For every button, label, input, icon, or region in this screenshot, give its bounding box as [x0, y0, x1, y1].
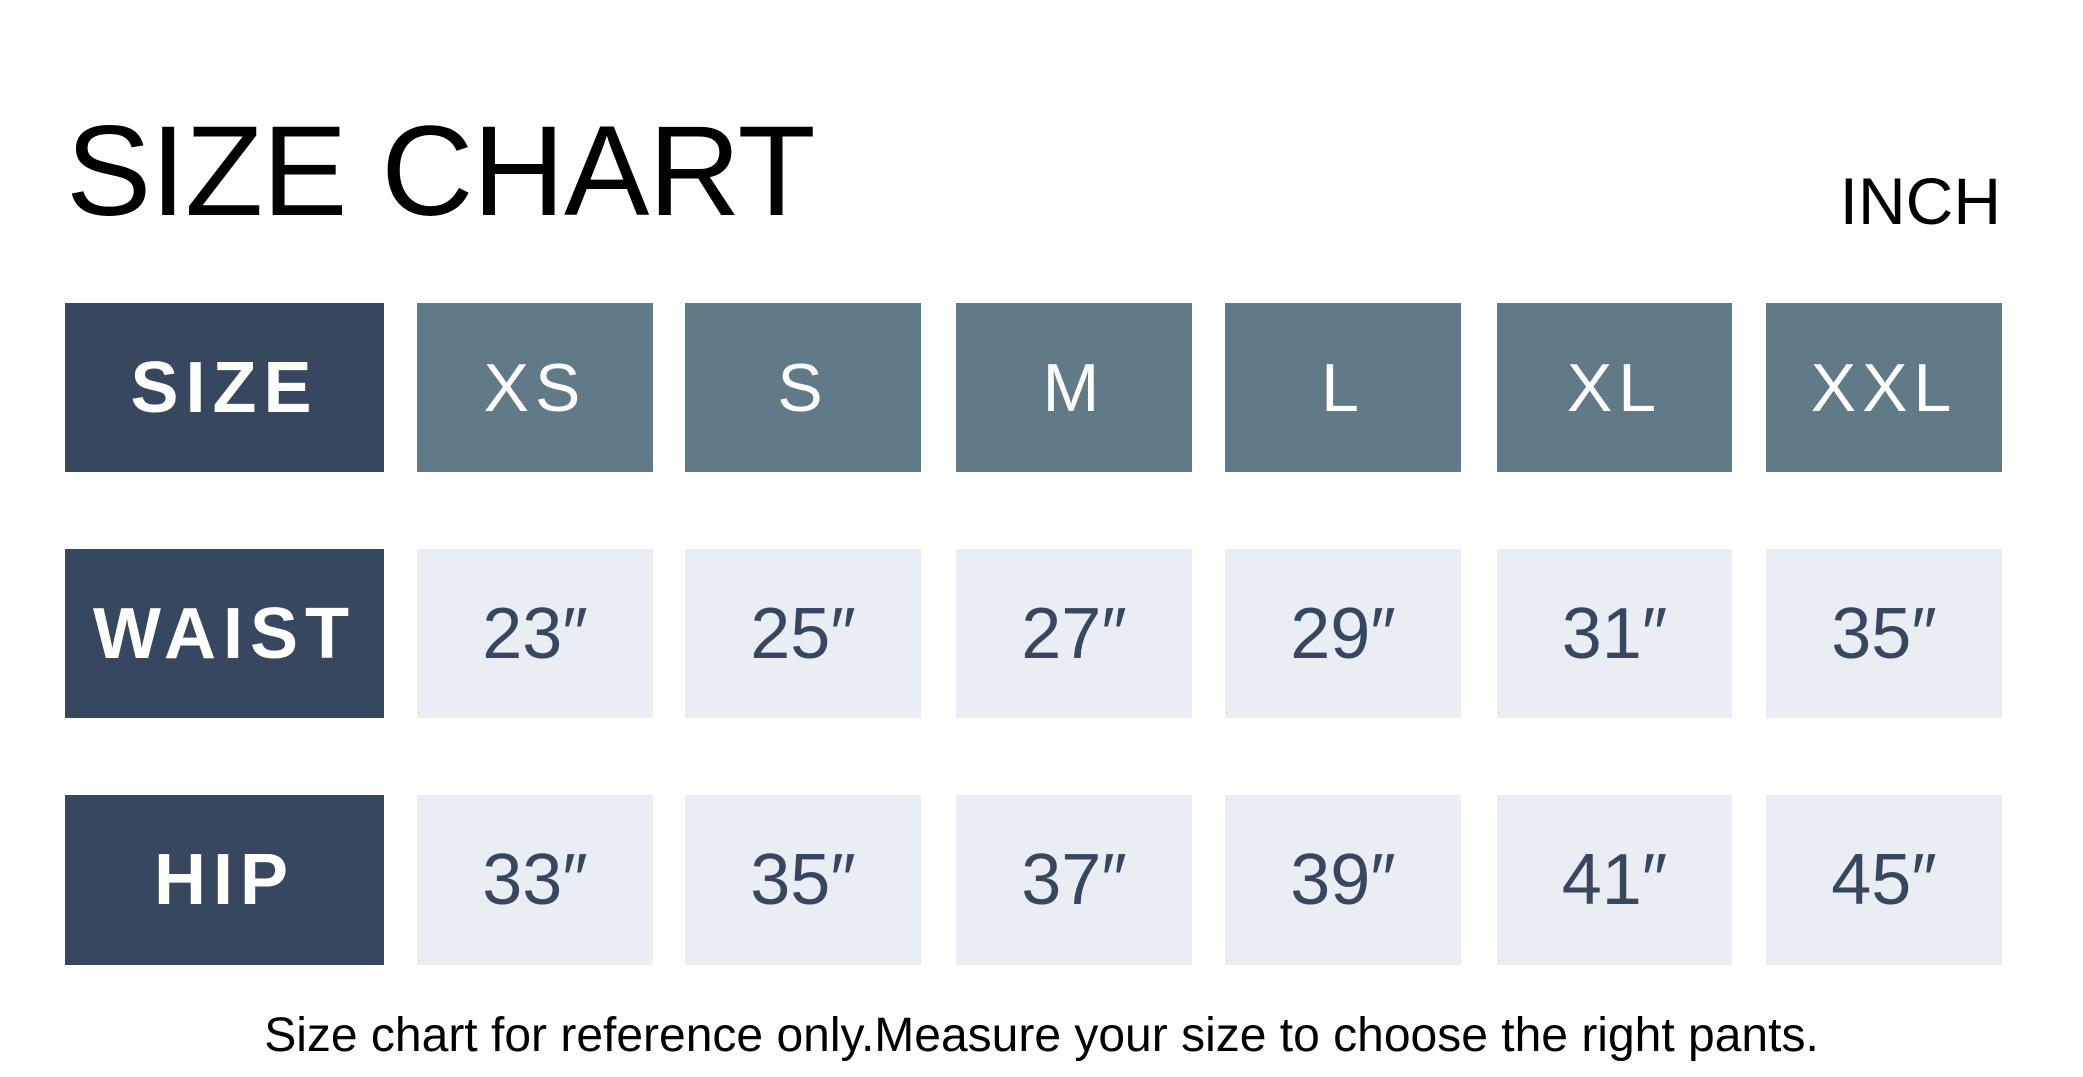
size-header-cell: XXL [1766, 303, 2002, 472]
size-header-cell: S [685, 303, 921, 472]
hip-value-cell: 41″ [1497, 795, 1732, 965]
waist-value-cell: 25″ [685, 549, 921, 718]
row-header-hip: HIP [65, 795, 384, 965]
row-header-waist: WAIST [65, 549, 384, 718]
hip-value-cell: 35″ [685, 795, 921, 965]
hip-value-cell: 45″ [1766, 795, 2002, 965]
footer-note: Size chart for reference only.Measure yo… [264, 1009, 1819, 1062]
waist-value-cell: 35″ [1766, 549, 2002, 718]
size-header-cell: L [1225, 303, 1461, 472]
waist-value-cell: 27″ [956, 549, 1192, 718]
waist-value-cell: 23″ [417, 549, 653, 718]
size-header-cell: XS [417, 303, 653, 472]
unit-label: INCH [1839, 164, 2001, 238]
size-header-cell: XL [1497, 303, 1732, 472]
hip-value-cell: 33″ [417, 795, 653, 965]
waist-value-cell: 31″ [1497, 549, 1732, 718]
hip-value-cell: 39″ [1225, 795, 1461, 965]
row-header-size: SIZE [65, 303, 384, 472]
hip-value-cell: 37″ [956, 795, 1192, 965]
size-header-cell: M [956, 303, 1192, 472]
page-title: SIZE CHART [66, 100, 816, 243]
waist-value-cell: 29″ [1225, 549, 1461, 718]
